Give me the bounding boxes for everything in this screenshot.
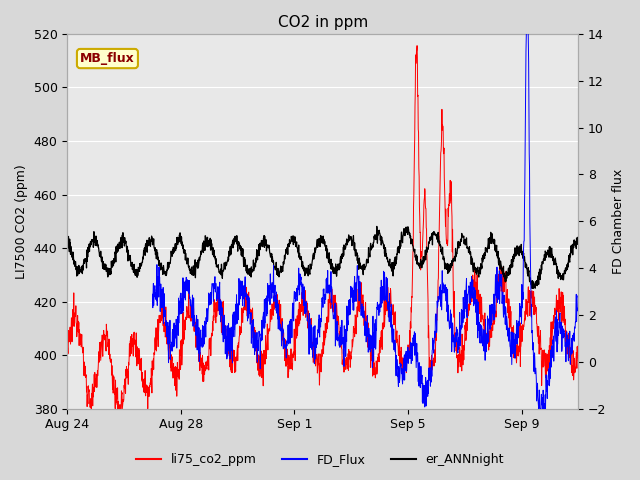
Y-axis label: FD Chamber flux: FD Chamber flux [612,168,625,274]
Y-axis label: LI7500 CO2 (ppm): LI7500 CO2 (ppm) [15,164,28,279]
Legend: li75_co2_ppm, FD_Flux, er_ANNnight: li75_co2_ppm, FD_Flux, er_ANNnight [131,448,509,471]
Title: CO2 in ppm: CO2 in ppm [278,15,368,30]
Text: MB_flux: MB_flux [80,52,135,65]
